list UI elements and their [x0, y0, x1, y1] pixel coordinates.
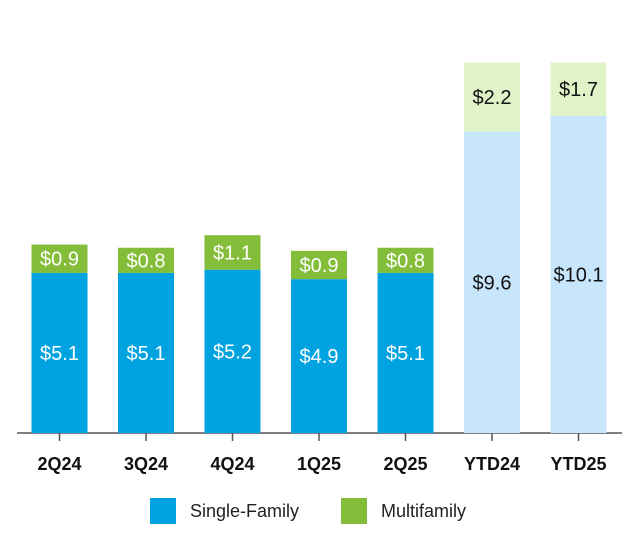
bar-multifamily-3q24 [118, 247, 174, 273]
tick-label-ytd24: YTD24 [464, 454, 520, 474]
data-label-single-family-4q24: $5.2 [213, 341, 252, 363]
legend-item-single-family[interactable]: Single-Family [150, 498, 299, 524]
data-label-single-family-2q25: $5.1 [386, 343, 425, 365]
tick-label-2q25: 2Q25 [383, 454, 427, 474]
data-label-single-family-ytd24: $9.6 [473, 272, 512, 294]
data-label-multifamily-ytd24: $2.2 [473, 87, 512, 109]
bar-single-family-ytd24 [464, 131, 520, 433]
legend-label-multifamily: Multifamily [381, 500, 467, 521]
data-label-multifamily-3q24: $0.8 [127, 250, 166, 272]
tick-label-ytd25: YTD25 [550, 454, 606, 474]
bar-multifamily-ytd24 [464, 62, 520, 132]
bar-single-family-3q24 [118, 272, 174, 433]
tick-group [58, 433, 580, 441]
data-label-single-family-1q25: $4.9 [300, 346, 339, 368]
data-label-single-family-2q24: $5.1 [40, 343, 79, 365]
bar-single-family-2q24 [31, 272, 88, 433]
bar-multifamily-2q24 [31, 244, 88, 273]
legend-swatch-multifamily [341, 498, 368, 524]
bar-multifamily-2q25 [377, 247, 434, 273]
legend-label-single-family: Single-Family [190, 500, 300, 521]
data-label-multifamily-2q24: $0.9 [40, 249, 79, 271]
bar-multifamily-4q24 [204, 235, 261, 270]
data-label-multifamily-1q25: $0.9 [300, 255, 339, 277]
tick-label-3q24: 3Q24 [124, 454, 168, 474]
bar-multifamily-1q25 [291, 250, 347, 280]
bar-single-family-4q24 [204, 269, 261, 433]
data-label-multifamily-2q25: $0.8 [386, 250, 425, 272]
bar-single-family-1q25 [291, 279, 347, 433]
bar-multifamily-ytd25 [550, 62, 607, 116]
bar-single-family-ytd25 [550, 115, 607, 434]
tick-label-4q24: 4Q24 [210, 454, 254, 474]
label-group: 2Q24 $5.1 $0.9 3Q24 $5.1 $0.8 4Q24 $5.2 $1.1 1Q25… [37, 79, 606, 474]
data-label-single-family-3q24: $5.1 [127, 343, 166, 365]
tick-label-2q24: 2Q24 [37, 454, 81, 474]
bar-group [31, 62, 607, 434]
legend-item-multifamily[interactable]: Multifamily [341, 498, 466, 524]
legend: Single-Family Multifamily [150, 498, 508, 524]
tick-label-1q25: 1Q25 [297, 454, 341, 474]
legend-swatch-single-family [150, 498, 176, 524]
data-label-single-family-ytd25: $10.1 [553, 264, 603, 286]
data-label-multifamily-4q24: $1.1 [213, 242, 252, 264]
data-label-multifamily-ytd25: $1.7 [559, 79, 598, 101]
bar-single-family-2q25 [377, 272, 434, 433]
